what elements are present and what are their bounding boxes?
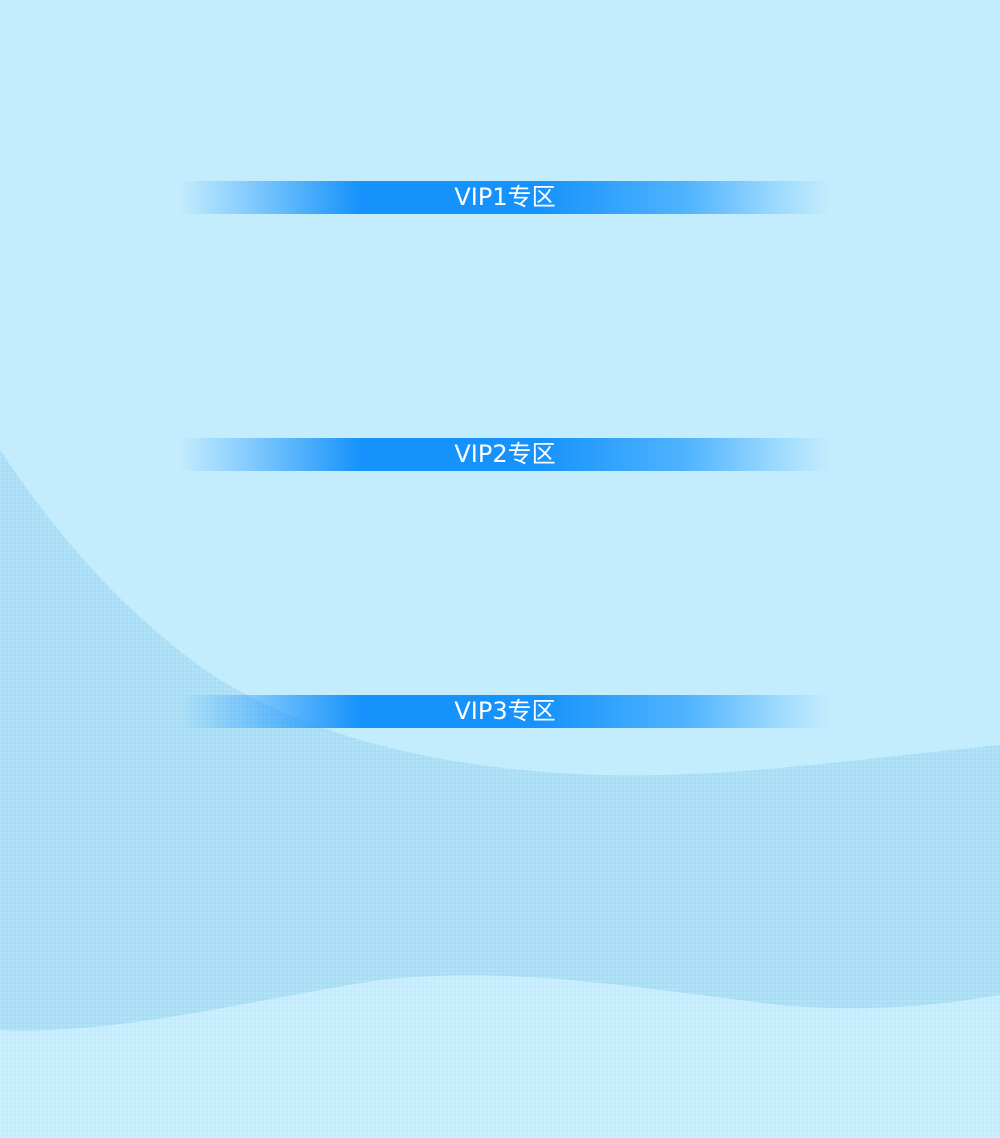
vip3-section-header: VIP3专区 [180, 695, 830, 728]
vip2-section-title: VIP2专区 [454, 440, 556, 468]
vip1-section-header: VIP1专区 [180, 181, 830, 214]
vip3-section-title: VIP3专区 [454, 697, 556, 725]
vip2-section-header: VIP2专区 [180, 438, 830, 471]
wave-middle [0, 450, 1000, 1138]
vip1-section-title: VIP1专区 [454, 183, 556, 211]
wave-bottom [0, 975, 1000, 1138]
